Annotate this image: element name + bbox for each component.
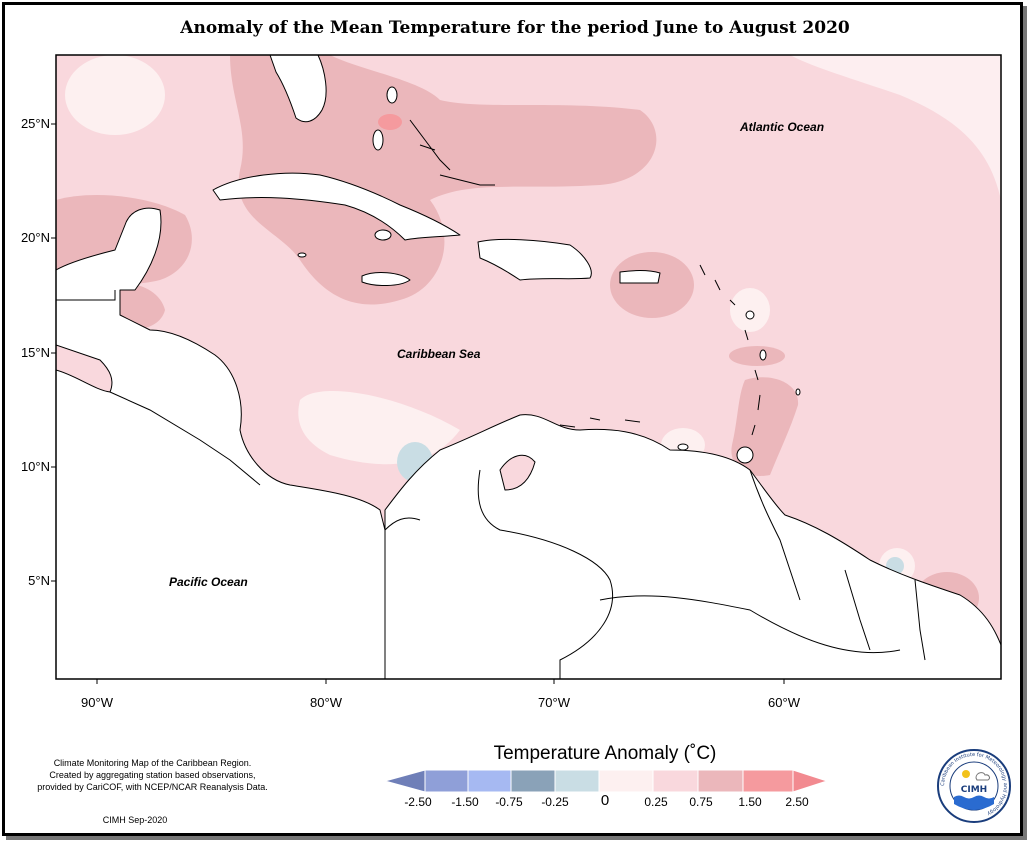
island-guadeloupe — [745, 310, 755, 320]
footnote-line-3: provided by CariCOF, with NCEP/NCAR Rean… — [37, 782, 268, 792]
land-hispaniola — [477, 238, 592, 281]
anomaly-warm-bahamas-cuba — [230, 55, 657, 305]
border-guyana-suriname — [844, 569, 871, 651]
border-colombia-panama — [384, 517, 421, 531]
label-caribbean-sea: Caribbean Sea — [397, 347, 481, 361]
colorbar-cell-0 — [383, 769, 426, 793]
footnote-line-2: Created by aggregating station based obs… — [49, 770, 256, 780]
sun-icon — [962, 770, 970, 778]
island-barbados — [795, 388, 801, 396]
anomaly-hot-bahamas — [378, 114, 402, 130]
island-margarita — [677, 443, 689, 451]
colorbar-label-7: 1.50 — [738, 795, 762, 809]
land-puerto-rico — [619, 270, 661, 284]
lon-label-80: 80°W — [310, 695, 342, 710]
anomaly-near-zero-ne — [790, 55, 1001, 200]
border-colombia-venezuela — [477, 469, 614, 679]
colorbar-label-0: -2.50 — [404, 795, 432, 809]
anomaly-warm-puerto-rico — [610, 252, 694, 318]
cloud-icon — [975, 772, 990, 781]
colorbar-cell-9 — [792, 769, 829, 793]
lat-label-15: 15°N — [20, 345, 50, 360]
islands-abc — [559, 417, 641, 428]
footnote-line-1: Climate Monitoring Map of the Caribbean … — [53, 758, 252, 768]
colorbar — [383, 769, 829, 793]
border-brazil — [599, 595, 901, 654]
colorbar-cell-5 — [598, 769, 654, 793]
lat-label-20: 20°N — [20, 230, 50, 245]
footnote: Climate Monitoring Map of the Caribbean … — [20, 757, 285, 793]
island-trinidad — [736, 446, 754, 464]
colorbar-cell-1 — [424, 769, 469, 793]
waves-icon — [954, 795, 994, 810]
land-central-america — [56, 55, 386, 679]
label-atlantic-ocean: Atlantic Ocean — [740, 120, 825, 134]
lon-label-90: 90°W — [81, 695, 113, 710]
colorbar-cell-4 — [554, 769, 600, 793]
island-isla-de-la-juventud — [374, 229, 392, 241]
colorbar-label-8: 2.50 — [785, 795, 809, 809]
lon-label-70: 70°W — [538, 695, 570, 710]
border-suriname-french-guiana — [914, 579, 926, 661]
land-florida — [269, 55, 327, 123]
island-great-abaco — [386, 86, 398, 104]
anomaly-warm-dominica — [729, 346, 785, 366]
anomaly-warm-belize — [115, 283, 165, 329]
lat-label-25: 25°N — [20, 116, 50, 131]
land-gulf-of-venezuela — [499, 454, 536, 491]
anomaly-near-zero-nw — [65, 55, 165, 135]
colorbar-label-6: 0.75 — [689, 795, 713, 809]
lat-label-5: 5°N — [28, 573, 50, 588]
cimh-logo: Caribbean Institute for Meteorology and … — [937, 749, 1011, 823]
islands-bahamas — [409, 119, 495, 186]
colorbar-label-1: -1.50 — [451, 795, 479, 809]
border-venezuela-guyana — [749, 469, 801, 601]
island-cayman — [297, 252, 307, 258]
land-south-america — [384, 414, 1001, 679]
logo-acronym: CIMH — [961, 785, 987, 795]
border-guatemala-mexico — [56, 290, 116, 301]
islands-lesser-antilles — [699, 264, 761, 436]
colorbar-cell-2 — [467, 769, 512, 793]
land-cuba — [212, 172, 461, 241]
label-pacific-ocean: Pacific Ocean — [169, 575, 248, 589]
lat-label-10: 10°N — [20, 459, 50, 474]
colorbar-cell-8 — [742, 769, 794, 793]
colorbar-cell-3 — [510, 769, 556, 793]
land-jamaica — [361, 272, 411, 286]
map-border — [55, 54, 1002, 680]
colorbar-label-4: 0 — [600, 792, 610, 809]
island-martinique — [759, 349, 767, 361]
colorbar-cell-6 — [652, 769, 699, 793]
colorbar-label-3: -0.25 — [541, 795, 569, 809]
colorbar-cell-7 — [697, 769, 744, 793]
colorbar-label-5: 0.25 — [644, 795, 668, 809]
anomaly-near-zero-aves — [730, 288, 770, 332]
border-central-america — [109, 391, 261, 486]
island-andros — [372, 129, 384, 151]
footnote-credit: CIMH Sep-2020 — [102, 815, 168, 825]
colorbar-label-2: -0.75 — [495, 795, 523, 809]
map-title: Anomaly of the Mean Temperature for the … — [180, 18, 850, 38]
lon-label-60: 60°W — [768, 695, 800, 710]
colorbar-title: Temperature Anomaly (˚C) — [493, 743, 717, 764]
